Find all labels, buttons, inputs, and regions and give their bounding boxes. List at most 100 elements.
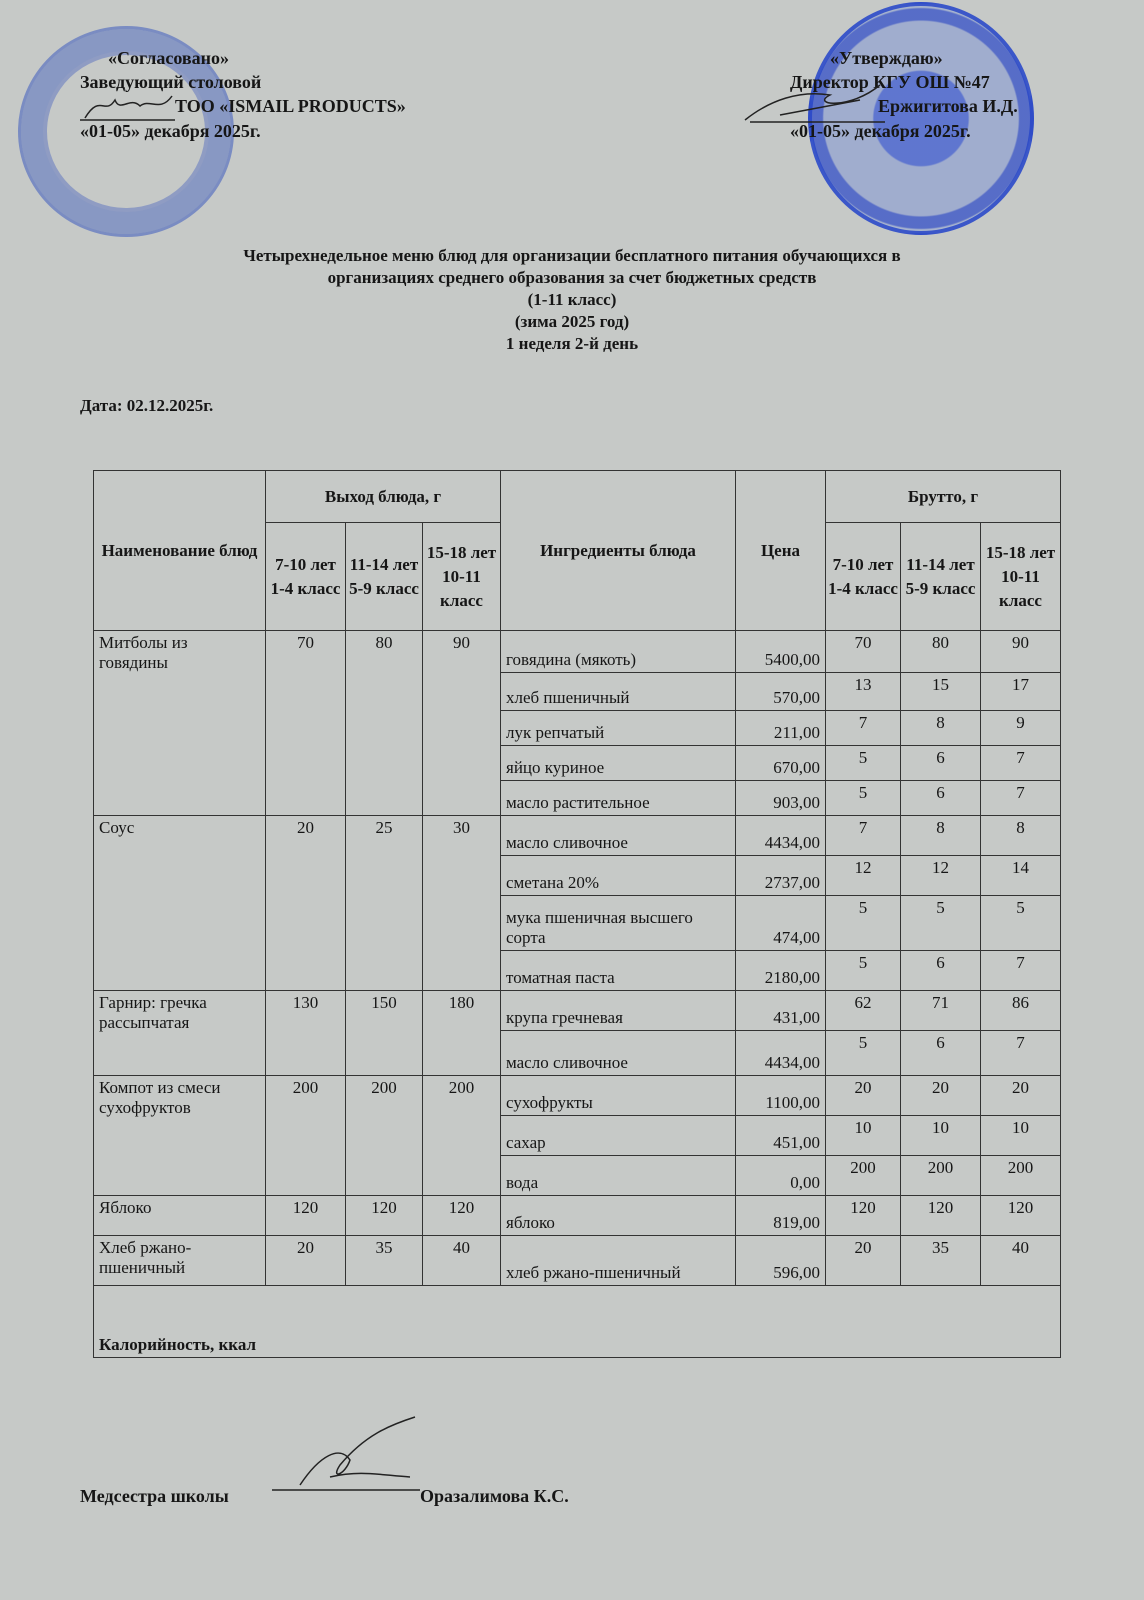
title-line: Четырехнедельное меню блюд для организац… [243, 246, 901, 265]
approval-right-name: Ержигитова И.Д. [878, 96, 1018, 116]
ingredient-price: 670,00 [735, 745, 826, 781]
dish-yield: 90 [422, 630, 501, 816]
ingredient-name: масло сливочное [500, 815, 736, 856]
table-row: лук репчатый 211,00 7 8 9 [94, 710, 1061, 746]
ingredient-gross: 8 [980, 815, 1061, 856]
ingredient-gross: 80 [900, 630, 981, 673]
ingredient-gross: 10 [980, 1115, 1061, 1156]
title-line: (1-11 класс) [527, 290, 617, 309]
dish-name: Гарнир: гречка рассыпчатая [93, 990, 266, 1076]
ingredient-gross: 10 [825, 1115, 901, 1156]
table-row: Яблоко 120 120 120 яблоко 819,00 120 120 120 [93, 1195, 1061, 1236]
left-signature [80, 95, 175, 121]
table-row: Митболы из говядины 70 80 90 говядина (мякот… [93, 630, 1061, 816]
dish-yield: 150 [345, 990, 423, 1076]
ingredient-gross: 20 [825, 1235, 901, 1286]
ingredient-price: 5400,00 [735, 630, 826, 673]
dish-yield: 200 [265, 1075, 346, 1196]
header-group: 7-10 лет 1-4 класс [825, 522, 901, 631]
approval-left-title: «Согласовано» [108, 48, 229, 68]
ingredient-name: крупа гречневая [500, 990, 736, 1031]
ingredient-price: 211,00 [735, 710, 826, 746]
ingredient-price: 570,00 [735, 672, 826, 711]
ingredient-gross: 86 [980, 990, 1061, 1031]
ingredient-gross: 5 [980, 895, 1061, 951]
ingredient-name: вода [500, 1155, 736, 1196]
table-row: мука пшеничная высшего сорта 474,00 5 5 5 [94, 895, 1061, 951]
ingredient-gross: 7 [825, 710, 901, 746]
ingredient-gross: 62 [825, 990, 901, 1031]
dish-yield: 180 [422, 990, 501, 1076]
ingredient-gross: 14 [980, 855, 1061, 896]
ingredient-gross: 6 [900, 780, 981, 816]
ingredient-gross: 20 [980, 1075, 1061, 1116]
ingredient-price: 0,00 [735, 1155, 826, 1196]
ingredient-name: масло растительное [500, 780, 736, 816]
ingredient-gross: 5 [825, 780, 901, 816]
ingredient-gross: 9 [980, 710, 1061, 746]
ingredient-name: лук репчатый [500, 710, 736, 746]
dish-yield: 20 [265, 815, 346, 991]
table-row: Соус 20 25 30 масло сливочное 4434,00 7 8 8 [93, 815, 1061, 991]
ingredient-price: 431,00 [735, 990, 826, 1031]
ingredient-price: 451,00 [735, 1115, 826, 1156]
dish-name: Соус [93, 815, 266, 991]
dish-yield: 25 [345, 815, 423, 991]
ingredient-name: яблоко [500, 1195, 736, 1236]
dish-yield: 20 [265, 1235, 346, 1286]
approval-left-date: «01-05» декабря 2025г. [80, 121, 261, 141]
ingredient-price: 4434,00 [735, 815, 826, 856]
header-yield: Выход блюда, г [265, 470, 501, 523]
ingredient-gross: 15 [900, 672, 981, 711]
ingredient-price: 903,00 [735, 780, 826, 816]
header-price: Цена [735, 470, 826, 631]
ingredient-gross: 35 [900, 1235, 981, 1286]
ingredient-gross: 7 [980, 1030, 1061, 1076]
ingredient-gross: 120 [825, 1195, 901, 1236]
ingredient-gross: 7 [980, 745, 1061, 781]
dish-yield: 130 [265, 990, 346, 1076]
footer-name: Оразалимова К.С. [420, 1486, 569, 1506]
ingredient-price: 596,00 [735, 1235, 826, 1286]
ingredient-gross: 13 [825, 672, 901, 711]
dish-yield: 120 [345, 1195, 423, 1236]
title-line: (зима 2025 год) [514, 312, 630, 331]
title-line: организациях среднего образования за сче… [327, 268, 817, 287]
ingredient-gross: 200 [900, 1155, 981, 1196]
ingredient-gross: 20 [825, 1075, 901, 1116]
ingredient-price: 474,00 [735, 895, 826, 951]
ingredient-gross: 90 [980, 630, 1061, 673]
dish-yield: 200 [422, 1075, 501, 1196]
dish-name: Яблоко [93, 1195, 266, 1236]
ingredient-name: сахар [500, 1115, 736, 1156]
ingredient-gross: 5 [825, 745, 901, 781]
dish-yield: 120 [422, 1195, 501, 1236]
right-stamp [808, 2, 1034, 235]
header-group: 15-18 лет 10-11 класс [422, 522, 501, 631]
footer-label: Медсестра школы [80, 1486, 229, 1506]
ingredient-name: говядина (мякоть) [500, 630, 736, 673]
ingredient-gross: 20 [900, 1075, 981, 1116]
title-line: 1 неделя 2-й день [505, 334, 639, 353]
ingredient-price: 819,00 [735, 1195, 826, 1236]
ingredient-gross: 7 [825, 815, 901, 856]
approval-right-title: «Утверждаю» [830, 48, 943, 68]
ingredient-price: 4434,00 [735, 1030, 826, 1076]
ingredient-gross: 7 [980, 780, 1061, 816]
date-label: Дата: 02.12.2025г. [80, 396, 214, 415]
ingredient-gross: 70 [825, 630, 901, 673]
document-title: Четырехнедельное меню блюд для организац… [0, 245, 1144, 355]
table-row: сахар 451,00 10 10 10 [94, 1115, 1061, 1156]
dish-yield: 30 [422, 815, 501, 991]
ingredient-price: 2737,00 [735, 855, 826, 896]
header-group: 15-18 лет 10-11 класс [980, 522, 1061, 631]
table-row: Компот из смеси сухофруктов 200 200 200 сухо… [93, 1075, 1061, 1196]
ingredient-name: сухофрукты [500, 1075, 736, 1116]
ingredient-name: мука пшеничная высшего сорта [500, 895, 736, 951]
ingredient-price: 2180,00 [735, 950, 826, 991]
ingredient-name: яйцо куриное [500, 745, 736, 781]
header-group: 11-14 лет 5-9 класс [900, 522, 981, 631]
ingredient-price: 1100,00 [735, 1075, 826, 1116]
dish-yield: 40 [422, 1235, 501, 1286]
table-row: масло сливочное 4434,00 5 6 7 [94, 1030, 1061, 1076]
